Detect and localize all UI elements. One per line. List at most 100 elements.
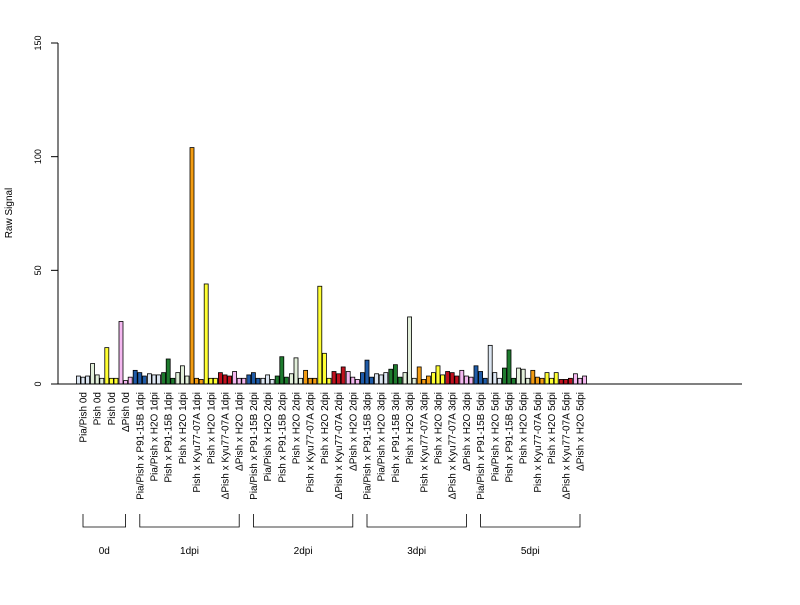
bar xyxy=(317,285,323,385)
x-tick-label: Pia/Pish x P91-15B 2dpi xyxy=(249,392,260,500)
bar xyxy=(544,372,550,385)
x-tick-label: Pish x Kyu77-07A 3dpi xyxy=(419,392,430,493)
bar xyxy=(516,367,521,385)
bar xyxy=(350,376,356,385)
x-tick-label: ΔPish x H2O 5dpi xyxy=(576,392,587,471)
bar xyxy=(354,379,360,385)
bar xyxy=(364,359,370,385)
bar xyxy=(246,374,252,385)
bar xyxy=(232,371,238,385)
x-tick-label: ΔPish x Kyu77-07A 3dpi xyxy=(448,392,459,499)
bar xyxy=(241,377,247,385)
bar xyxy=(482,377,488,385)
bar xyxy=(449,372,455,385)
bar xyxy=(445,371,451,385)
group-bracket xyxy=(82,514,126,528)
x-tick-label: Pish x Kyu77-07A 1dpi xyxy=(192,392,203,493)
bar xyxy=(80,376,86,385)
x-tick-label: Pish x H2O 2dpi xyxy=(292,392,303,464)
bar xyxy=(170,377,176,385)
x-tick-label: Pish x P91-15B 3dpi xyxy=(391,392,402,483)
x-tick-label: ΔPish x Kyu77-07A 5dpi xyxy=(561,392,572,499)
group-bracket xyxy=(139,514,240,528)
x-tick-label: Pish x H2O 1dpi xyxy=(178,392,189,464)
bar xyxy=(85,375,90,385)
bar xyxy=(307,377,313,385)
bar xyxy=(501,367,507,385)
x-tick-label: Pish x Kyu77-07A 2dpi xyxy=(306,392,317,493)
x-tick-label: Pish x H2O 3dpi xyxy=(405,392,416,464)
bar xyxy=(473,365,479,385)
bar xyxy=(378,374,384,385)
bar xyxy=(539,377,545,385)
bar xyxy=(141,375,147,385)
x-tick-label: ΔPish x Kyu77-07A 1dpi xyxy=(221,392,232,499)
y-tick-label: 0 xyxy=(33,381,43,386)
bar xyxy=(113,377,119,385)
bar xyxy=(269,379,275,385)
bar xyxy=(175,372,181,385)
y-tick-label: 100 xyxy=(33,149,43,164)
group-bracket xyxy=(253,514,354,528)
bar xyxy=(425,375,431,385)
bar xyxy=(573,373,578,385)
bar xyxy=(326,377,332,385)
bar xyxy=(421,379,427,385)
bar xyxy=(530,369,536,385)
bar xyxy=(236,377,242,385)
x-tick-label: Pish x H2O 5dpi xyxy=(547,392,558,464)
x-tick-label: Pish x P91-15B 2dpi xyxy=(277,392,288,483)
bar xyxy=(553,372,559,385)
y-tick-label: 150 xyxy=(33,35,43,50)
bar xyxy=(260,377,266,385)
y-tick-label: 50 xyxy=(33,265,43,275)
group-label: 2dpi xyxy=(294,546,313,557)
bar xyxy=(288,373,294,385)
bar xyxy=(331,371,337,385)
y-axis: 0 50 100 150 xyxy=(33,35,59,387)
bar xyxy=(336,373,342,385)
x-tick-label: Pia/Pish x H2O 2dpi xyxy=(263,392,274,482)
x-tick-label: Pia/Pish x H2O 5dpi xyxy=(490,392,501,482)
group-label: 1dpi xyxy=(180,546,199,557)
bar xyxy=(520,368,526,385)
x-axis-labels: Pia/Pish 0d Pish 0d Pish 0d ΔPish 0d Pia/Pis… xyxy=(79,392,587,500)
bar xyxy=(90,363,95,385)
bar xyxy=(118,321,124,385)
bar xyxy=(440,374,446,385)
bar xyxy=(283,376,289,385)
bar xyxy=(156,374,162,385)
bar xyxy=(435,365,441,385)
bar xyxy=(208,377,214,385)
bar xyxy=(151,374,157,385)
bar xyxy=(179,365,185,385)
x-tick-label: Pia/Pish x P91-15B 3dpi xyxy=(363,392,374,500)
bar xyxy=(274,375,280,385)
x-tick-label: Pish x Kyu77-07A 5dpi xyxy=(533,392,544,493)
bar xyxy=(359,372,365,385)
group-bracket xyxy=(366,514,467,528)
x-tick-label: ΔPish x H2O 3dpi xyxy=(462,392,473,471)
bar xyxy=(198,379,204,385)
x-tick-label: Pish x P91-15B 5dpi xyxy=(505,392,516,483)
bars xyxy=(76,147,587,385)
bar xyxy=(298,377,304,385)
bar xyxy=(402,372,408,385)
bar xyxy=(511,377,517,385)
bar xyxy=(397,376,403,385)
bar xyxy=(369,376,375,385)
bar xyxy=(76,375,81,385)
bar xyxy=(312,377,318,385)
group-bracket xyxy=(480,514,581,528)
bar xyxy=(411,377,417,385)
x-tick-label: ΔPish x H2O 1dpi xyxy=(235,392,246,471)
x-tick-label: Pish x H2O 3dpi xyxy=(434,392,445,464)
bar xyxy=(582,375,587,385)
bar xyxy=(137,372,143,385)
bar xyxy=(146,373,152,385)
bar xyxy=(104,347,110,385)
bar xyxy=(94,374,100,385)
x-tick-label: Pia/Pish x H2O 1dpi xyxy=(150,392,161,482)
